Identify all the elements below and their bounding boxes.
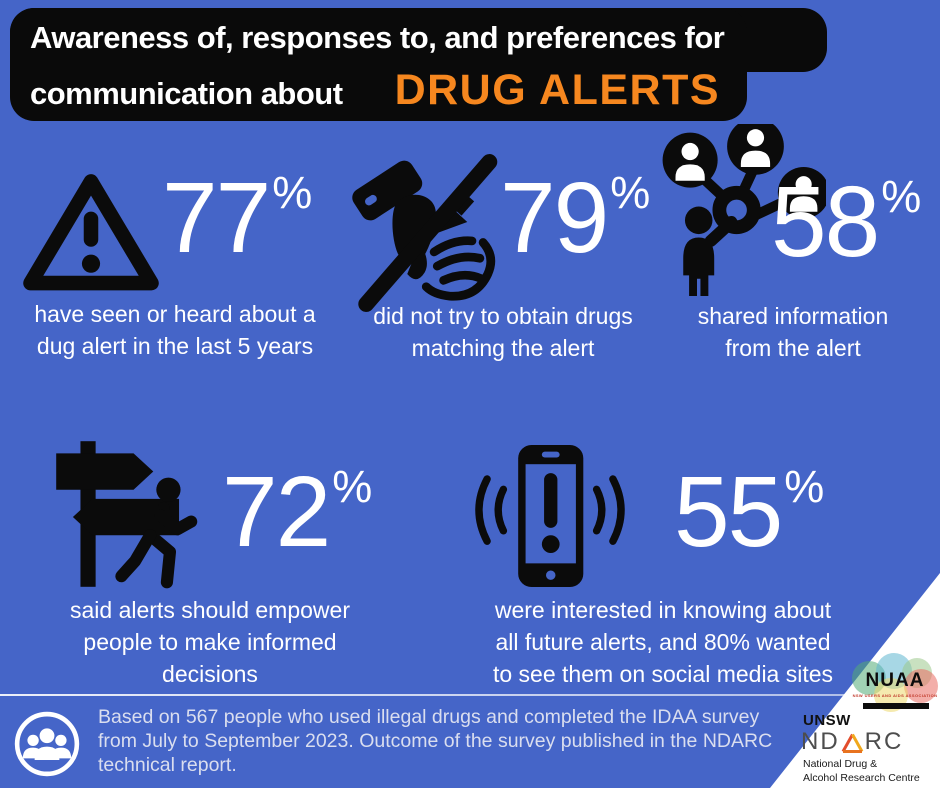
ndarc-logo: ND RC [801,730,903,754]
stat-value: 55 % [674,456,825,568]
share-network-icon [662,124,826,296]
phone-alert-icon [475,444,625,588]
ndarc-subtitle: National Drug & Alcohol Research Centre [803,758,920,784]
nuaa-wordmark: NUAA [865,670,925,691]
stat-value: 79 % [500,162,651,274]
nuaa-logo: NUAA NSW USERS AND AIDS ASSOCIATION [852,653,938,717]
ndarc-triangle-icon [841,733,863,753]
no-drug-handout-icon [352,154,498,312]
header-title-line2: communication about DRUG ALERTS [30,66,720,115]
signpost-walker-icon [56,441,198,589]
unsw-logo: UNSW [803,712,851,729]
ndarc-letters-left: ND [801,728,840,755]
people-group-icon [14,711,80,777]
warning-triangle-icon [23,174,159,291]
nuaa-underline [863,703,929,709]
header-title-highlight: DRUG ALERTS [394,66,721,114]
stat-caption: said alerts should empower people to mak… [70,597,350,688]
stat-caption: shared information from the alert [697,303,889,362]
stat-caption: have seen or heard about a dug alert in … [34,301,316,360]
stat-value: 77 % [162,162,313,274]
footer-divider [0,694,940,696]
header-banner-bottom [10,8,747,121]
ndarc-letters-right: RC [864,728,904,755]
stat-caption: did not try to obtain drugs matching the… [373,303,633,362]
stat-value: 72 % [222,456,373,568]
stat-value: 58 % [771,166,922,278]
nuaa-tagline: NSW USERS AND AIDS ASSOCIATION [852,693,938,698]
header-title-line1: Awareness of, responses to, and preferen… [30,20,725,55]
stat-caption: were interested in knowing about all fut… [492,597,834,688]
nuaa-circle-red [904,669,938,703]
header-title-prefix: communication about [30,76,343,111]
footer-note: Based on 567 people who used illegal dru… [98,706,773,776]
